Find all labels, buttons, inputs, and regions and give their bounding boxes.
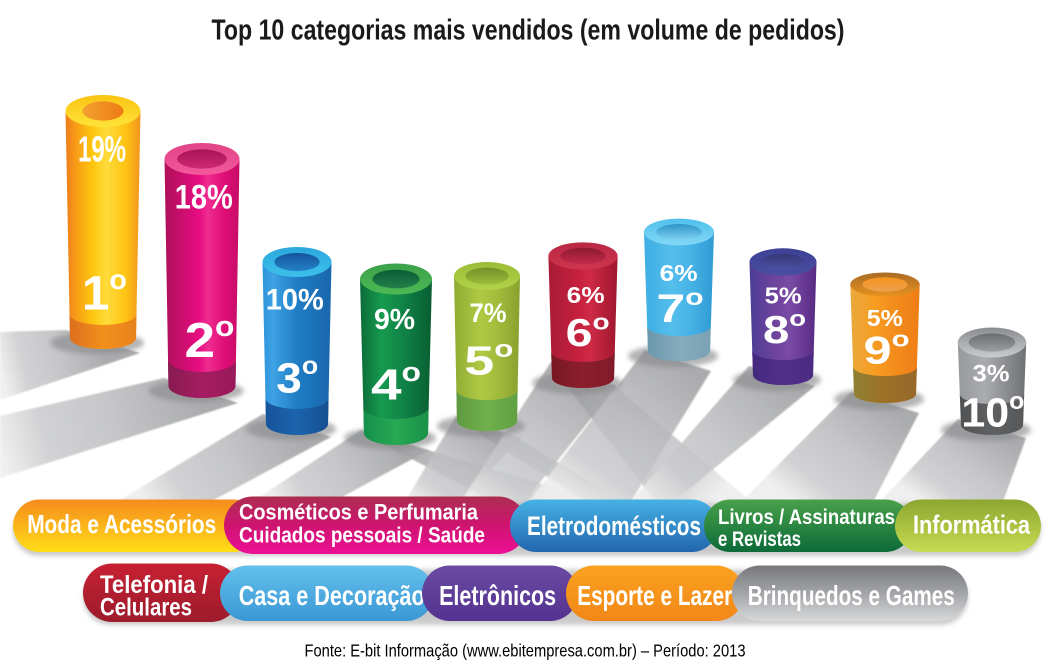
svg-text:9%: 9%	[374, 304, 415, 336]
svg-text:Top 10 categorias mais vendido: Top 10 categorias mais vendidos (em volu…	[212, 15, 845, 47]
svg-text:5%: 5%	[765, 282, 802, 308]
svg-text:Fonte: E-bit Informação (www.e: Fonte: E-bit Informação (www.ebitempresa…	[305, 641, 746, 661]
svg-text:3%: 3%	[973, 361, 1010, 388]
svg-text:Eletrodomésticos: Eletrodomésticos	[527, 511, 701, 541]
svg-text:19%: 19%	[78, 129, 126, 170]
svg-text:Eletrônicos: Eletrônicos	[439, 580, 556, 611]
svg-text:Livros / Assinaturas: Livros / Assinaturas	[718, 505, 895, 529]
svg-text:6%: 6%	[567, 282, 605, 308]
svg-text:Cuidados pessoais / Saúde: Cuidados pessoais / Saúde	[239, 523, 485, 548]
svg-text:Moda e Acessórios: Moda e Acessórios	[27, 509, 216, 539]
svg-text:Informática: Informática	[913, 510, 1030, 540]
svg-text:7%: 7%	[470, 298, 507, 328]
svg-text:18%: 18%	[175, 179, 233, 217]
svg-text:Esporte e Lazer: Esporte e Lazer	[577, 580, 732, 611]
svg-text:Celulares: Celulares	[100, 594, 192, 622]
svg-text:Telefonia /: Telefonia /	[100, 571, 208, 599]
svg-text:5%: 5%	[867, 305, 903, 331]
svg-text:Brinquedos e Games: Brinquedos e Games	[748, 580, 955, 611]
svg-text:6%: 6%	[660, 260, 698, 286]
svg-text:Casa e Decoração: Casa e Decoração	[239, 580, 425, 611]
svg-text:e Revistas: e Revistas	[718, 527, 801, 551]
svg-text:Cosméticos e Perfumaria: Cosméticos e Perfumaria	[239, 500, 478, 525]
svg-text:10%: 10%	[266, 284, 324, 317]
